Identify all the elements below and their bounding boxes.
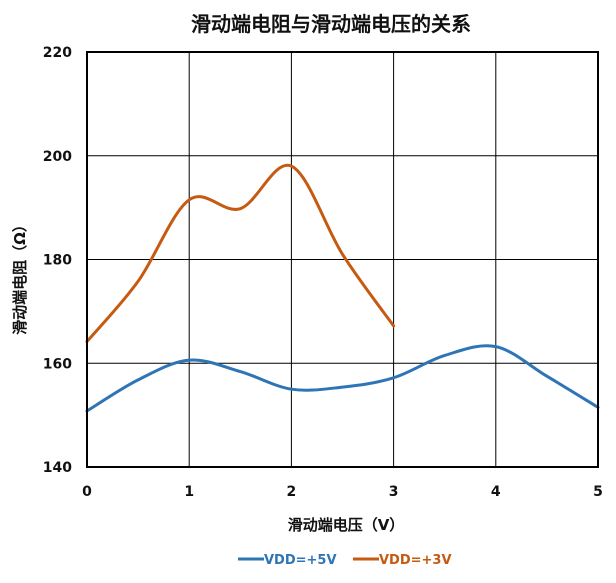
y-tick-label: 160 bbox=[43, 356, 72, 372]
legend-label-1: VDD=+5V bbox=[264, 553, 337, 568]
x-axis-label: 滑动端电压（V） bbox=[288, 516, 405, 534]
x-tick-label: 4 bbox=[491, 484, 501, 500]
chart-title: 滑动端电阻与滑动端电压的关系 bbox=[191, 12, 471, 36]
y-axis-ticks: 140 160 180 200 220 bbox=[43, 45, 72, 476]
legend-label-2: VDD=+3V bbox=[379, 553, 452, 568]
y-tick-label: 140 bbox=[43, 460, 72, 476]
x-tick-label: 5 bbox=[593, 484, 603, 500]
x-axis-ticks: 0 1 2 3 4 5 bbox=[82, 484, 603, 500]
x-tick-label: 0 bbox=[82, 484, 92, 500]
y-tick-label: 200 bbox=[43, 149, 72, 165]
x-tick-label: 2 bbox=[287, 484, 297, 500]
x-tick-label: 3 bbox=[389, 484, 399, 500]
y-tick-label: 220 bbox=[43, 45, 72, 61]
y-axis-label: 滑动端电阻（Ω） bbox=[11, 217, 29, 335]
series-lines bbox=[85, 163, 600, 413]
plot-frame bbox=[86, 51, 599, 468]
x-tick-label: 1 bbox=[184, 484, 194, 500]
legend: VDD=+5V VDD=+3V bbox=[238, 553, 452, 568]
series-line-1 bbox=[85, 344, 600, 413]
y-tick-label: 180 bbox=[43, 253, 72, 269]
series-line-2 bbox=[85, 163, 396, 343]
